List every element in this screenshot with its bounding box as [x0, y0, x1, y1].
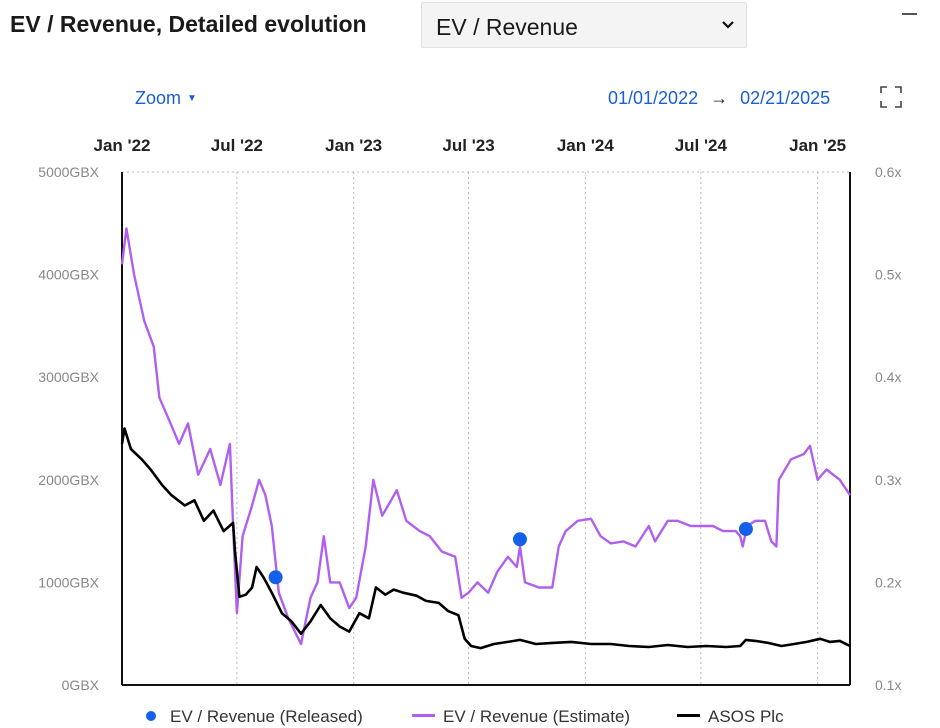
- released-point: [512, 532, 527, 547]
- y-right-tick-label: 0.5x: [875, 267, 901, 283]
- page-title: EV / Revenue, Detailed evolution: [10, 11, 367, 37]
- y-right-tick-label: 0.2x: [875, 574, 901, 590]
- date-arrow: →: [710, 88, 729, 108]
- ev-revenue-chart: Jan '22 Jul '22 Jan '23 Jul '23 Jan '24 Jul '…: [38, 136, 901, 693]
- legend-item-asos[interactable]: ASOS Plc: [677, 707, 784, 727]
- series-line-asos: [120, 427, 851, 650]
- legend-label-estimate: EV / Revenue (Estimate): [443, 707, 631, 726]
- series-line-estimate: [120, 227, 852, 646]
- y-left-tick-label: 4000GBX: [38, 267, 99, 283]
- y-left-tick-label: 5000GBX: [38, 164, 99, 180]
- legend-item-released[interactable]: EV / Revenue (Released): [146, 707, 363, 727]
- metric-select-value: EV / Revenue: [436, 14, 578, 40]
- x-tick-label: Jul '24: [675, 136, 728, 155]
- x-tick-label: Jul '23: [442, 136, 494, 155]
- y-left-tick-label: 0GBX: [62, 677, 100, 693]
- x-tick-label: Jan '25: [789, 136, 846, 155]
- fullscreen-icon[interactable]: [880, 86, 902, 108]
- zoom-button[interactable]: Zoom ▼: [135, 88, 197, 109]
- y-left-tick-label: 3000GBX: [38, 369, 99, 385]
- y-right-tick-label: 0.1x: [875, 677, 901, 693]
- legend-label-asos: ASOS Plc: [708, 707, 784, 726]
- date-range[interactable]: 01/01/2022 → 02/21/2025: [608, 88, 830, 109]
- y-right-tick-label: 0.4x: [875, 369, 901, 385]
- legend-label-released: EV / Revenue (Released): [170, 707, 363, 726]
- x-tick-label: Jan '23: [325, 136, 382, 155]
- minimize-icon[interactable]: [902, 13, 917, 15]
- released-point: [738, 522, 753, 537]
- zoom-label: Zoom: [135, 88, 182, 108]
- legend-line-asos: [677, 714, 700, 718]
- y-left-tick-label: 1000GBX: [38, 574, 99, 590]
- legend-item-estimate[interactable]: EV / Revenue (Estimate): [412, 707, 630, 727]
- y-right-tick-label: 0.6x: [875, 164, 901, 180]
- x-tick-label: Jan '24: [557, 136, 615, 155]
- chart-header: EV / Revenue, Detailed evolution EV / Re…: [0, 0, 940, 60]
- chevron-down-icon: [722, 21, 734, 29]
- x-tick-label: Jan '22: [94, 136, 151, 155]
- x-tick-label: Jul '22: [211, 136, 263, 155]
- caret-down-icon: ▼: [187, 93, 197, 104]
- y-left-tick-label: 2000GBX: [38, 472, 99, 488]
- released-point: [268, 570, 283, 585]
- legend-line-estimate: [412, 714, 435, 718]
- chart-legend: EV / Revenue (Released) EV / Revenue (Es…: [0, 704, 940, 728]
- metric-select[interactable]: EV / Revenue: [421, 2, 747, 48]
- date-to[interactable]: 02/21/2025: [740, 88, 831, 108]
- date-from[interactable]: 01/01/2022: [608, 88, 699, 108]
- legend-marker-released: [146, 710, 156, 721]
- y-right-tick-label: 0.3x: [875, 472, 901, 488]
